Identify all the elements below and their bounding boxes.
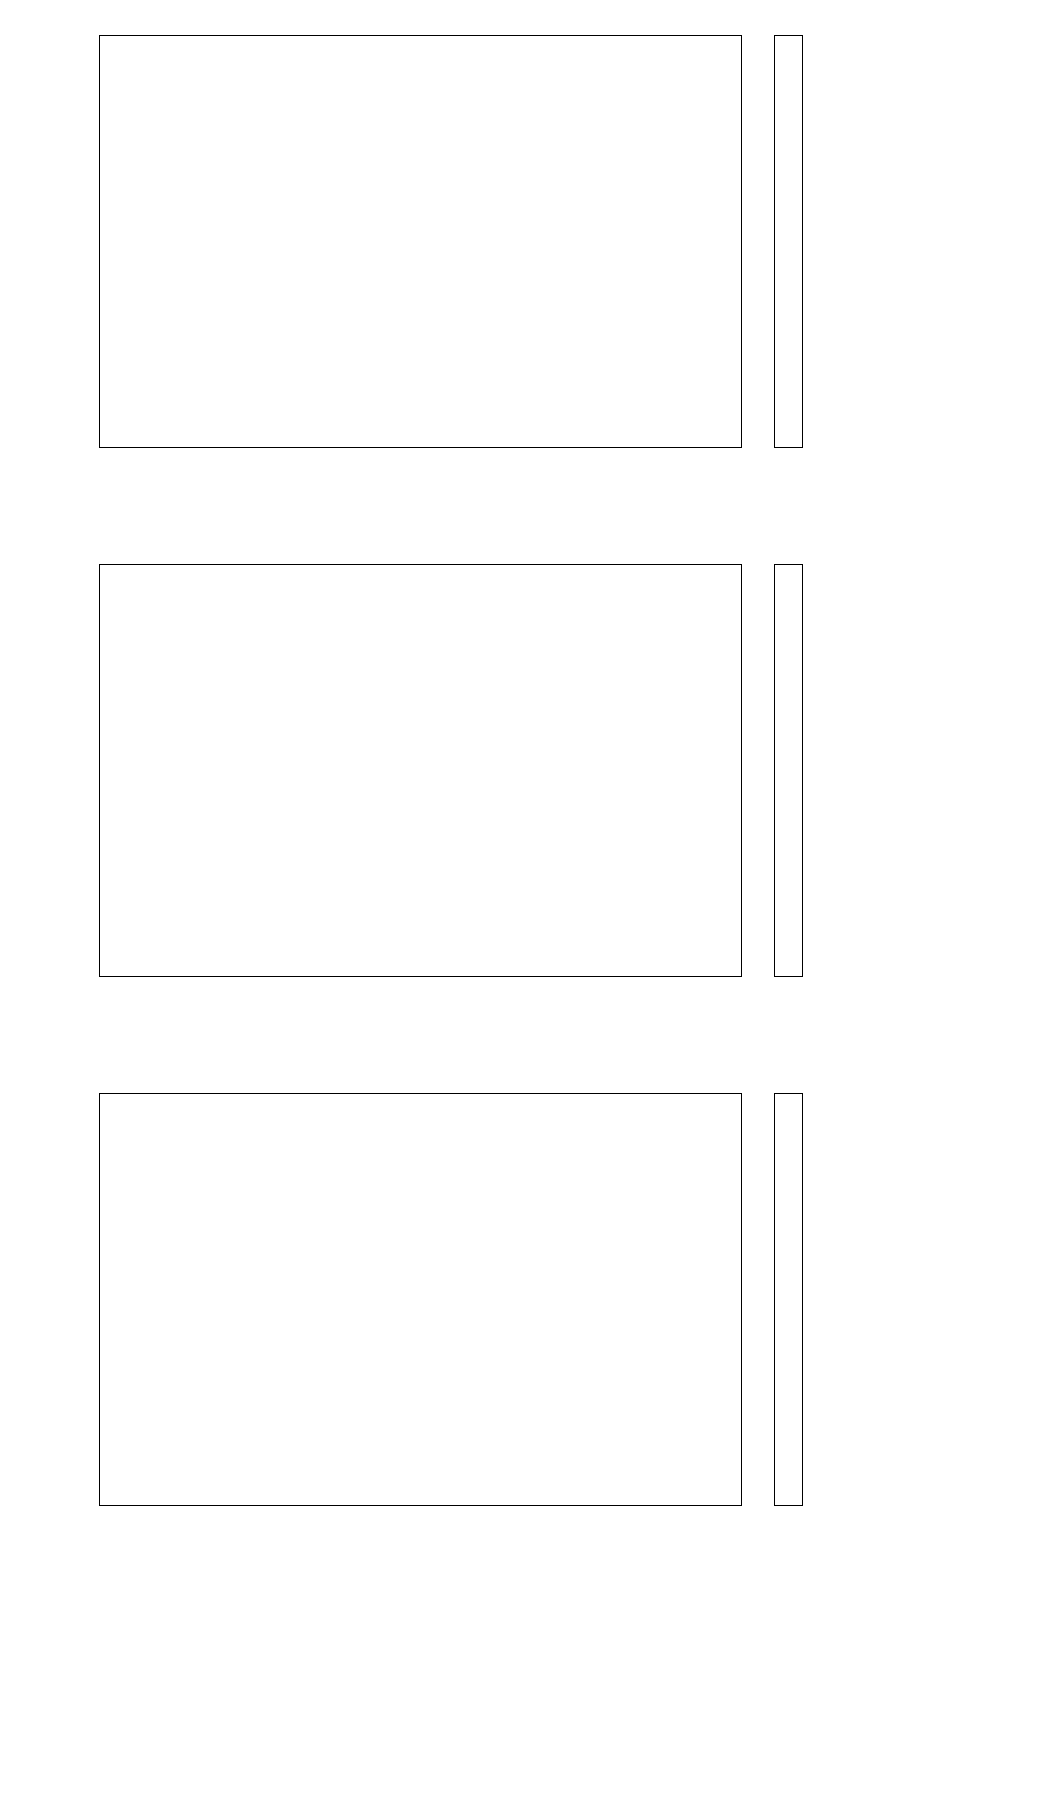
- spectrogram-panel-hhn: [0, 529, 1052, 1058]
- spectrogram-canvas: [100, 1094, 740, 1504]
- colorbar-frame: [773, 1092, 803, 1506]
- plot-frame: [98, 563, 742, 977]
- colorbar-canvas: [775, 565, 801, 975]
- plot-frame: [98, 34, 742, 448]
- colorbar-frame: [773, 34, 803, 448]
- spectrogram-canvas: [100, 36, 740, 446]
- colorbar-canvas: [775, 1094, 801, 1504]
- plot-frame: [98, 1092, 742, 1506]
- colorbar-canvas: [775, 36, 801, 446]
- colorbar-frame: [773, 563, 803, 977]
- spectrogram-panel-hhz: [0, 1058, 1052, 1587]
- spectrogram-panel-hhe: [0, 0, 1052, 529]
- spectrogram-canvas: [100, 565, 740, 975]
